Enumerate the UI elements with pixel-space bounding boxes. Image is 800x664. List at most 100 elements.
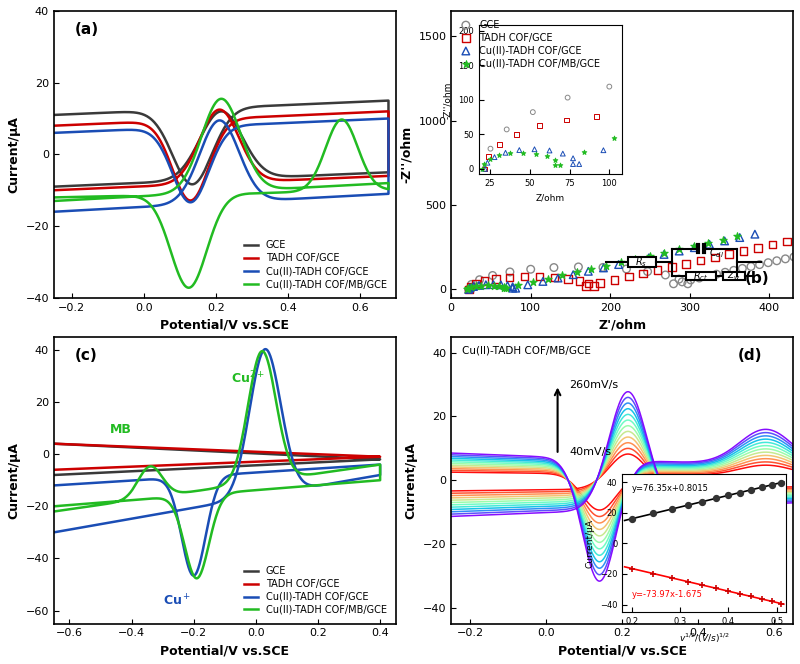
Cu(II)-TADH COF/GCE xyxy=(612,259,625,270)
GCE xyxy=(673,274,686,284)
Y-axis label: Current/μA: Current/μA xyxy=(7,116,20,193)
Text: $R_{ct}$: $R_{ct}$ xyxy=(693,269,709,283)
Y-axis label: Current/μA: Current/μA xyxy=(404,442,418,519)
Cu(II)-TADH COF/MB/GCE xyxy=(461,284,474,295)
TADH COF/GCE xyxy=(694,255,707,266)
Text: Cu$^{2+}$: Cu$^{2+}$ xyxy=(231,370,265,386)
Cu(II)-TADH COF/MB/GCE xyxy=(702,238,714,248)
Line: GCE: GCE xyxy=(54,100,389,187)
GCE xyxy=(89,469,98,477)
TADH COF/GCE xyxy=(306,450,315,458)
GCE xyxy=(572,262,585,272)
TADH COF/GCE xyxy=(573,276,586,286)
Cu(II)-TADH COF/MB/GCE xyxy=(643,250,656,261)
Text: Cu$^+$: Cu$^+$ xyxy=(162,593,191,608)
Text: Cu(II)-TADH COF/MB/GCE: Cu(II)-TADH COF/MB/GCE xyxy=(462,345,590,355)
Cu(II)-TADH COF/MB/GCE xyxy=(116,497,126,505)
Cu(II)-TADH COF/GCE xyxy=(291,118,301,126)
TADH COF/GCE xyxy=(311,110,321,118)
TADH COF/GCE xyxy=(518,272,530,282)
Cu(II)-TADH COF/MB/GCE xyxy=(291,187,301,195)
TADH COF/GCE xyxy=(329,110,338,118)
TADH COF/GCE xyxy=(738,246,750,256)
Cu(II)-TADH COF/MB/GCE xyxy=(570,267,583,278)
Line: TADH COF/GCE: TADH COF/GCE xyxy=(54,444,380,469)
GCE xyxy=(718,267,731,278)
GCE xyxy=(710,269,723,280)
GCE xyxy=(547,262,560,273)
Cu(II)-TADH COF/GCE xyxy=(180,505,190,513)
Cu(II)-TADH COF/GCE xyxy=(506,282,519,292)
Cu(II)-TADH COF/MB/GCE xyxy=(314,481,323,489)
Cu(II)-TADH COF/MB/GCE xyxy=(329,124,338,131)
TADH COF/GCE xyxy=(751,242,764,253)
Text: 40mV/s: 40mV/s xyxy=(569,446,611,457)
Line: Cu(II)-TADH COF/GCE: Cu(II)-TADH COF/GCE xyxy=(54,118,389,212)
X-axis label: Potential/V vs.SCE: Potential/V vs.SCE xyxy=(160,644,290,657)
GCE xyxy=(306,452,315,460)
Cu(II)-TADH COF/MB/GCE xyxy=(258,347,267,355)
GCE xyxy=(49,440,58,448)
Cu(II)-TADH COF/MB/GCE xyxy=(470,281,482,291)
Cu(II)-TADH COF/GCE xyxy=(338,463,347,471)
Cu(II)-TADH COF/MB/GCE xyxy=(475,280,488,291)
GCE xyxy=(667,278,680,289)
TADH COF/GCE xyxy=(323,451,333,459)
TADH COF/GCE xyxy=(534,272,546,282)
GCE xyxy=(462,284,475,295)
Cu(II)-TADH COF/MB/GCE xyxy=(629,254,642,264)
GCE xyxy=(745,261,758,272)
Cu(II)-TADH COF/MB/GCE xyxy=(687,241,700,252)
GCE xyxy=(620,264,633,274)
Cu(II)-TADH COF/GCE xyxy=(537,276,550,287)
TADH COF/GCE xyxy=(709,252,722,263)
Y-axis label: -Z''/ohm: -Z''/ohm xyxy=(400,125,413,183)
Cu(II)-TADH COF/MB/GCE xyxy=(90,195,100,203)
TADH COF/GCE xyxy=(766,239,778,250)
Cu(II)-TADH COF/GCE xyxy=(494,280,507,290)
Cu(II)-TADH COF/GCE xyxy=(261,345,270,353)
Cu(II)-TADH COF/GCE xyxy=(467,281,480,291)
Text: (c): (c) xyxy=(74,348,97,363)
Cu(II)-TADH COF/MB/GCE xyxy=(500,283,513,293)
Cu(II)-TADH COF/GCE xyxy=(522,280,534,290)
Cu(II)-TADH COF/GCE xyxy=(116,477,126,485)
X-axis label: Potential/V vs.SCE: Potential/V vs.SCE xyxy=(160,318,290,331)
TADH COF/GCE xyxy=(478,276,491,286)
TADH COF/GCE xyxy=(49,122,58,129)
Cu(II)-TADH COF/GCE xyxy=(384,114,394,122)
Cu(II)-TADH COF/MB/GCE xyxy=(541,274,554,284)
TADH COF/GCE xyxy=(579,281,592,291)
Cu(II)-TADH COF/GCE xyxy=(49,481,58,489)
Cu(II)-TADH COF/MB/GCE xyxy=(585,264,598,274)
GCE xyxy=(684,275,697,286)
Cu(II)-TADH COF/GCE xyxy=(749,229,762,240)
Line: Cu(II)-TADH COF/MB/GCE: Cu(II)-TADH COF/MB/GCE xyxy=(54,351,380,578)
Cu(II)-TADH COF/GCE xyxy=(189,572,198,580)
Text: (d): (d) xyxy=(738,348,762,363)
Cu(II)-TADH COF/MB/GCE xyxy=(498,283,510,293)
Cu(II)-TADH COF/MB/GCE xyxy=(49,507,58,515)
X-axis label: Z'/ohm: Z'/ohm xyxy=(598,318,646,331)
TADH COF/GCE xyxy=(49,465,58,473)
TADH COF/GCE xyxy=(49,186,58,194)
Cu(II)-TADH COF/GCE xyxy=(703,239,716,250)
Cu(II)-TADH COF/GCE xyxy=(49,529,58,537)
GCE xyxy=(779,254,792,264)
Cu(II)-TADH COF/GCE xyxy=(314,465,323,473)
Cu(II)-TADH COF/MB/GCE xyxy=(717,234,730,245)
Cu(II)-TADH COF/GCE xyxy=(642,252,655,263)
TADH COF/GCE xyxy=(49,440,58,448)
TADH COF/GCE xyxy=(723,249,736,260)
GCE xyxy=(736,263,749,274)
Cu(II)-TADH COF/GCE xyxy=(49,208,58,216)
GCE xyxy=(323,453,333,461)
Cu(II)-TADH COF/GCE xyxy=(566,270,579,280)
Cu(II)-TADH COF/GCE xyxy=(582,266,594,277)
FancyBboxPatch shape xyxy=(723,272,746,280)
Cu(II)-TADH COF/MB/GCE xyxy=(217,95,226,103)
Cu(II)-TADH COF/MB/GCE xyxy=(180,488,190,496)
GCE xyxy=(329,99,338,107)
Line: Cu(II)-TADH COF/GCE: Cu(II)-TADH COF/GCE xyxy=(54,349,380,576)
GCE xyxy=(311,100,321,108)
